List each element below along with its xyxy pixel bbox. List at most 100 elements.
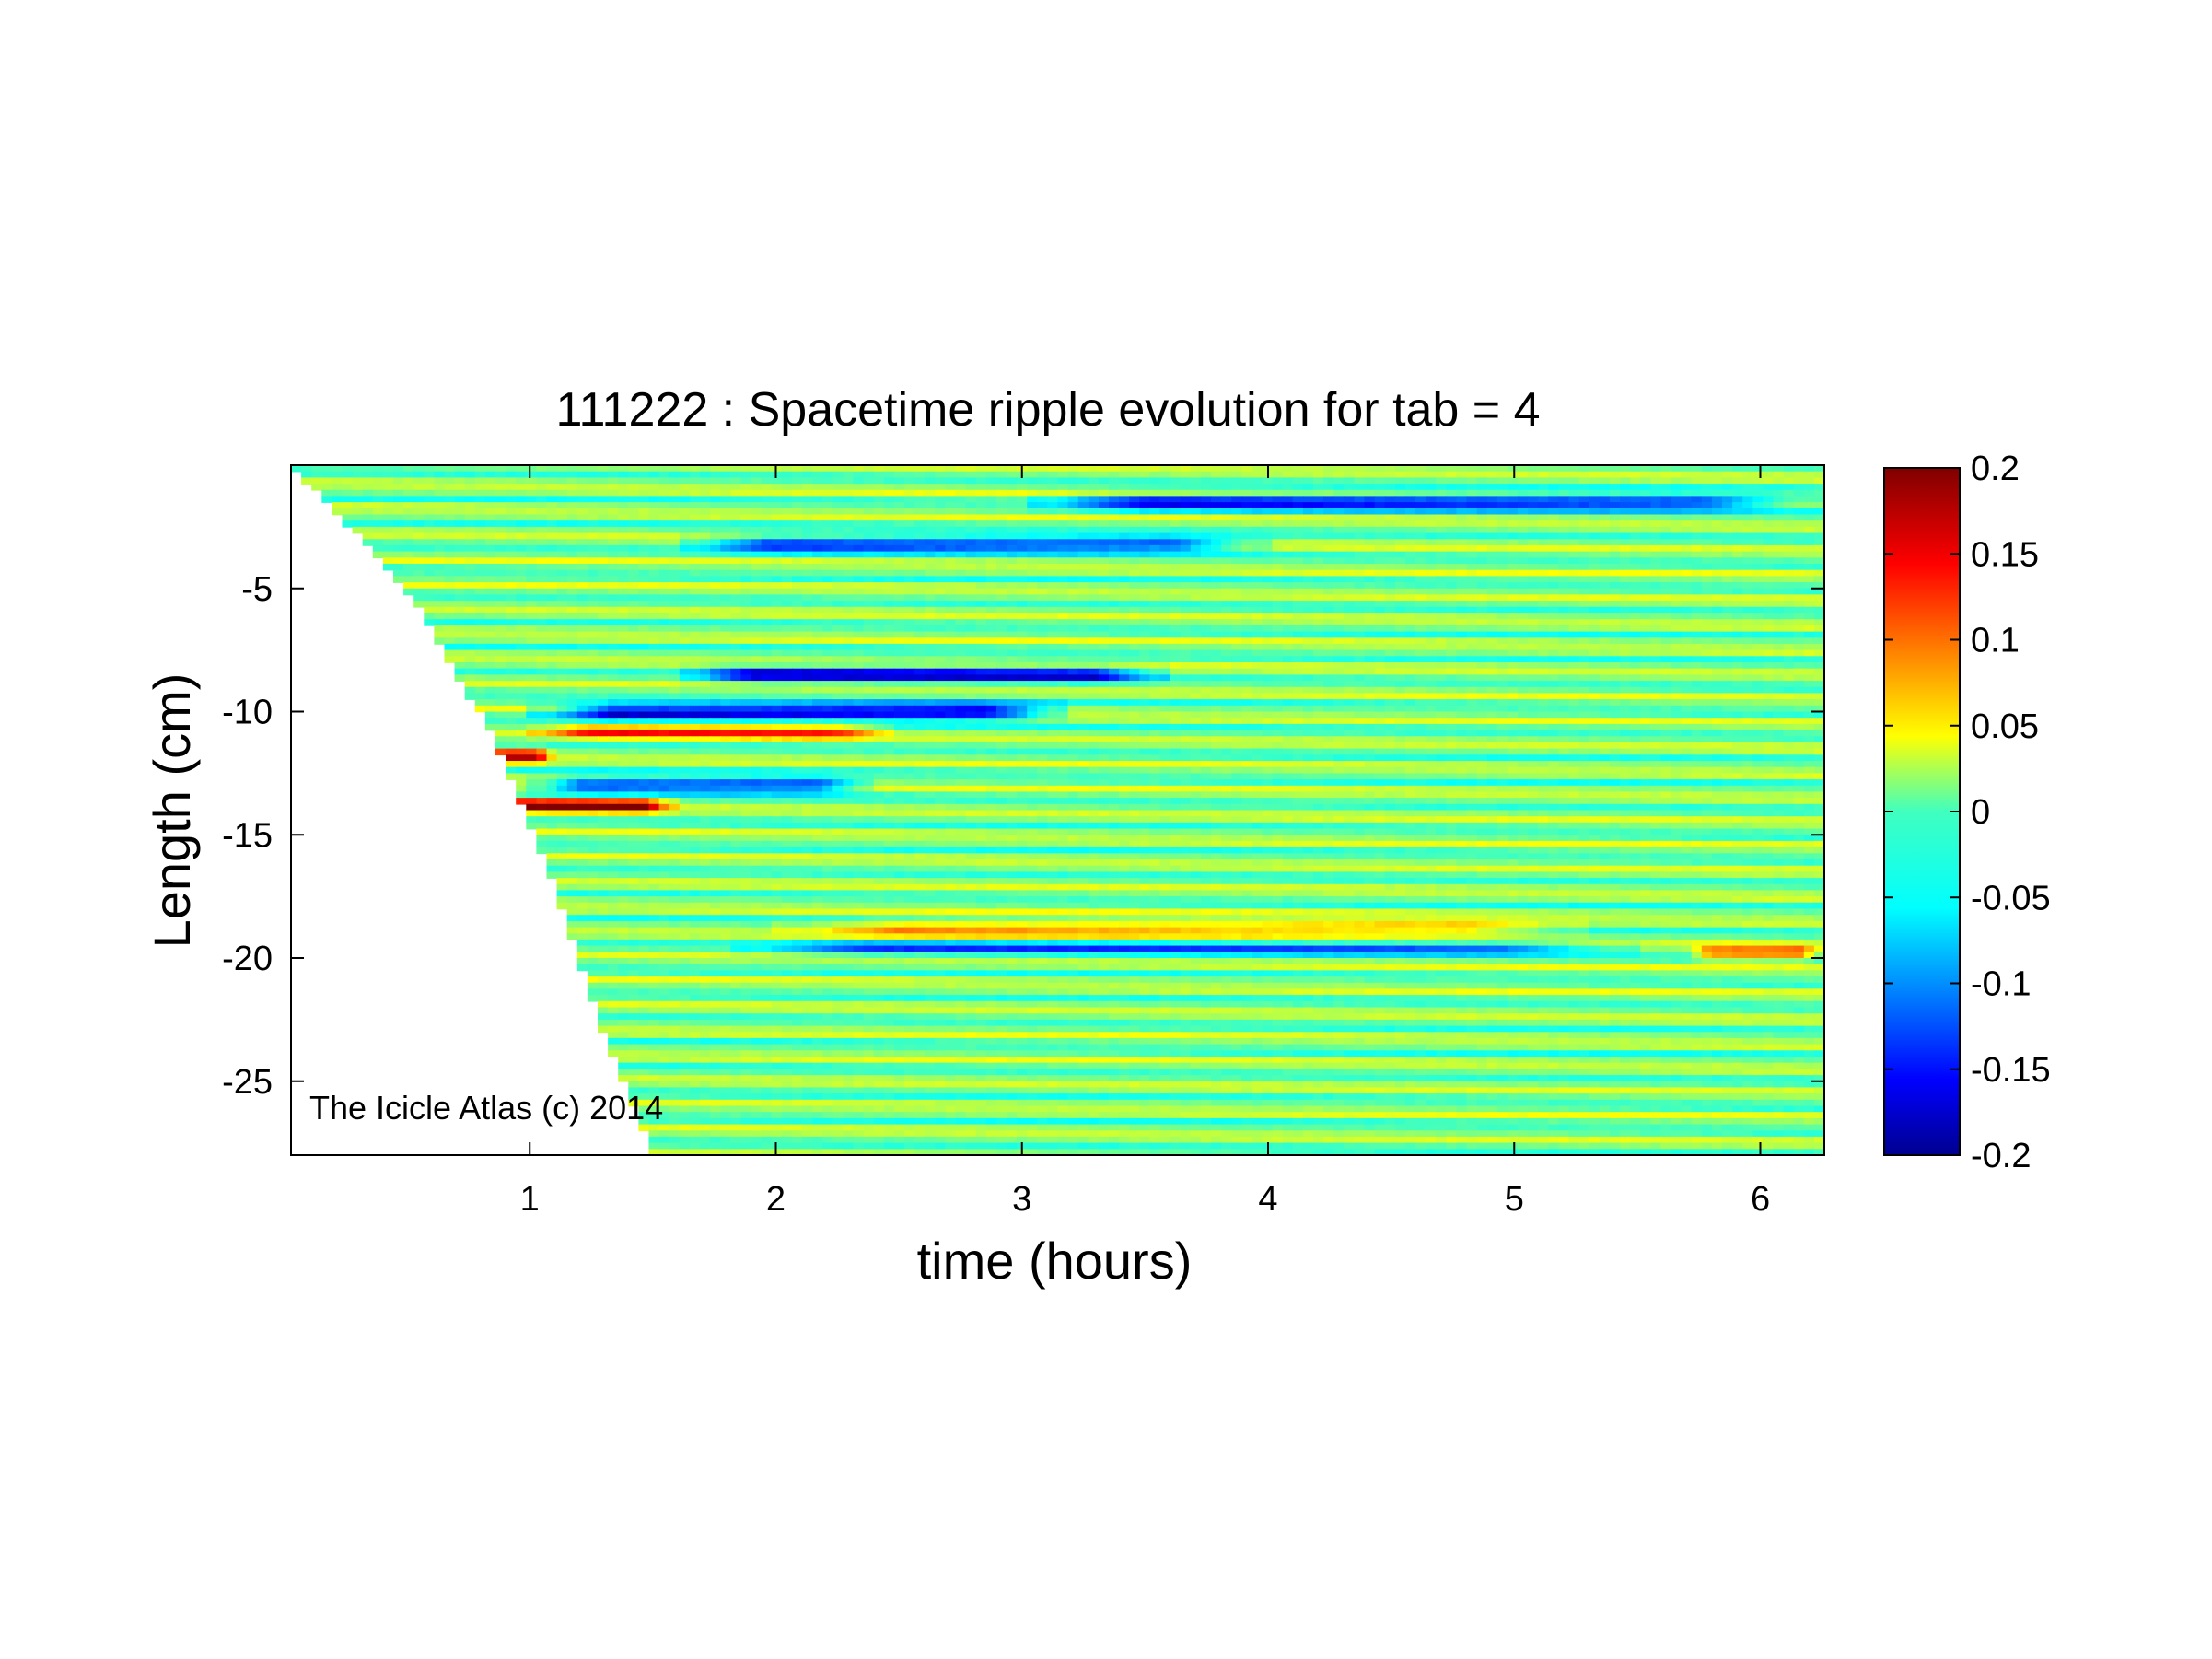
- heatmap-cell: [1180, 569, 1192, 578]
- heatmap-cell: [1589, 526, 1601, 534]
- heatmap-cell: [628, 582, 640, 590]
- heatmap-cell: [495, 557, 506, 565]
- heatmap-cell: [730, 526, 742, 534]
- heatmap-cell: [618, 544, 630, 553]
- heatmap-cell: [679, 674, 691, 682]
- heatmap-cell: [843, 569, 855, 578]
- heatmap-cell: [403, 520, 414, 528]
- heatmap-cell: [1763, 601, 1775, 608]
- heatmap-cell: [1282, 465, 1294, 473]
- heatmap-cell: [1241, 514, 1253, 521]
- heatmap-cell: [413, 484, 425, 491]
- heatmap-cell: [362, 471, 374, 479]
- heatmap-cell: [1763, 649, 1775, 658]
- heatmap-cell: [1323, 668, 1334, 676]
- heatmap-cell: [1650, 637, 1662, 645]
- heatmap-cell: [802, 637, 813, 645]
- heatmap-cell: [1630, 613, 1641, 620]
- heatmap-cell: [1037, 594, 1049, 602]
- heatmap-cell: [495, 613, 506, 620]
- heatmap-cell: [1701, 619, 1713, 626]
- heatmap-cell: [863, 564, 875, 571]
- heatmap-cell: [1701, 477, 1713, 485]
- heatmap-cell: [720, 662, 732, 670]
- heatmap-cell: [1681, 576, 1693, 583]
- heatmap-cell: [1364, 662, 1376, 670]
- heatmap-cell: [710, 520, 721, 528]
- heatmap-cell: [904, 502, 915, 509]
- heatmap-cell: [904, 477, 915, 485]
- heatmap-cell: [1292, 520, 1304, 528]
- heatmap-cell: [1129, 643, 1141, 651]
- heatmap-cell: [484, 514, 496, 521]
- heatmap-cell: [1640, 564, 1652, 571]
- heatmap-cell: [802, 668, 813, 676]
- heatmap-cell: [1211, 668, 1222, 676]
- heatmap-cell: [382, 489, 394, 497]
- heatmap-cell: [648, 606, 660, 614]
- heatmap-cell: [1221, 613, 1232, 620]
- heatmap-cell: [689, 539, 701, 546]
- heatmap-cell: [1323, 637, 1334, 645]
- heatmap-cell: [700, 643, 711, 651]
- heatmap-cell: [1578, 668, 1590, 676]
- heatmap-cell: [832, 569, 844, 578]
- heatmap-cell: [1180, 508, 1192, 516]
- heatmap-cell: [1620, 662, 1631, 670]
- heatmap-cell: [1538, 471, 1550, 479]
- heatmap-cell: [362, 508, 374, 516]
- heatmap-cell: [1037, 502, 1049, 509]
- heatmap-cell: [587, 465, 599, 473]
- heatmap-cell: [1773, 502, 1785, 509]
- heatmap-cell: [1722, 601, 1733, 608]
- heatmap-cell: [781, 601, 793, 608]
- heatmap-cell: [474, 674, 486, 682]
- heatmap-cell: [1803, 588, 1815, 596]
- heatmap-cell: [1170, 471, 1182, 479]
- heatmap-cell: [1568, 606, 1580, 614]
- heatmap-cell: [689, 674, 701, 682]
- heatmap-cell: [1149, 557, 1161, 565]
- heatmap-cell: [1415, 520, 1426, 528]
- heatmap-cell: [454, 484, 466, 491]
- heatmap-cell: [618, 625, 630, 633]
- heatmap-cell: [1262, 662, 1274, 670]
- heatmap-cell: [1180, 674, 1192, 682]
- heatmap-cell: [638, 526, 650, 534]
- heatmap-cell: [1793, 625, 1805, 633]
- heatmap-cell: [1691, 502, 1703, 509]
- heatmap-cell: [812, 668, 823, 676]
- heatmap-cell: [1538, 631, 1550, 639]
- heatmap-cell: [1252, 477, 1263, 485]
- heatmap-cell: [1017, 520, 1028, 528]
- heatmap-cell: [576, 582, 588, 590]
- heatmap-cell: [1098, 557, 1110, 565]
- heatmap-cell: [1231, 594, 1243, 602]
- heatmap-cell: [1252, 489, 1263, 497]
- heatmap-cell: [382, 514, 394, 521]
- heatmap-cell: [1507, 484, 1519, 491]
- heatmap-cell: [1241, 551, 1253, 559]
- heatmap-cell: [1159, 544, 1171, 553]
- heatmap-cell: [566, 551, 578, 559]
- heatmap-cell: [1752, 637, 1764, 645]
- heatmap-cell: [1701, 532, 1713, 541]
- heatmap-cell: [1077, 625, 1089, 633]
- heatmap-cell: [1813, 619, 1824, 626]
- heatmap-cell: [1109, 649, 1120, 658]
- heatmap-cell: [1640, 656, 1652, 663]
- heatmap-cell: [1783, 588, 1795, 596]
- heatmap-cell: [914, 631, 926, 639]
- heatmap-cell: [413, 502, 425, 509]
- heatmap-cell: [1650, 576, 1662, 583]
- heatmap-cell: [1813, 674, 1824, 682]
- heatmap-cell: [1129, 471, 1141, 479]
- heatmap-cell: [1640, 489, 1652, 497]
- heatmap-cell: [403, 569, 414, 578]
- heatmap-cell: [393, 557, 404, 565]
- heatmap-cell: [945, 532, 957, 541]
- heatmap-cell: [679, 637, 691, 645]
- heatmap-cell: [1231, 477, 1243, 485]
- heatmap-cell: [1426, 465, 1437, 473]
- heatmap-cell: [1344, 544, 1356, 553]
